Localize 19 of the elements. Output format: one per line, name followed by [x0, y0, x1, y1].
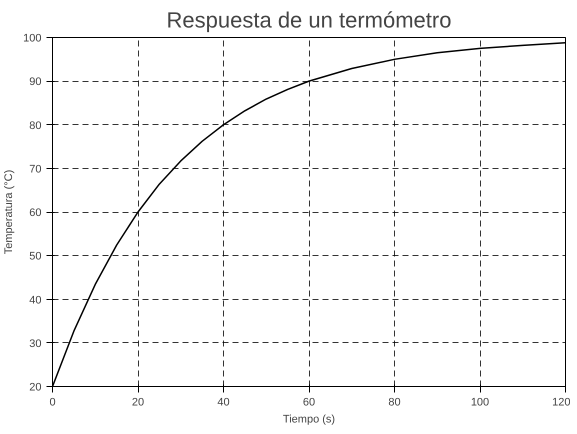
x-tick-label: 60: [302, 396, 316, 408]
y-tick-label: 90: [29, 76, 42, 88]
x-axis-title: Tiempo (s): [282, 414, 336, 426]
y-axis-title: Temperatura (°C): [3, 170, 16, 254]
chart-title: Respuesta de un termómetro: [166, 8, 452, 32]
y-tick-label: 80: [29, 120, 42, 132]
y-tick-label: 30: [29, 338, 42, 350]
x-tick-label: 80: [388, 396, 401, 408]
y-tick-label: 40: [29, 294, 42, 306]
x-tick-label: 100: [470, 396, 490, 408]
x-tick-label: 20: [132, 396, 144, 408]
y-tick-label: 60: [29, 207, 42, 219]
y-tick-label: 20: [29, 382, 42, 394]
y-tick-label: 100: [23, 32, 42, 44]
x-tick-label: 120: [552, 396, 571, 408]
x-tick-label: 40: [217, 396, 230, 408]
y-tick-label: 70: [29, 163, 42, 176]
y-tick-label: 50: [29, 250, 42, 263]
x-tick-label: 0: [49, 396, 56, 408]
